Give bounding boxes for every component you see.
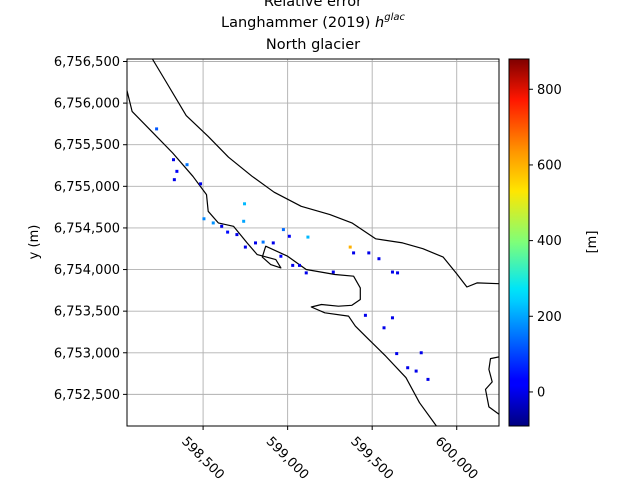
error-pixel — [395, 352, 399, 356]
error-pixel — [426, 377, 430, 381]
error-pixel — [211, 221, 215, 225]
colorbar-tick-label: 600 — [537, 158, 562, 173]
y-axis-label: y (m) — [27, 225, 42, 260]
chart-title-line-3: North glacier — [266, 37, 360, 53]
chart-title-symbol: h — [375, 15, 384, 31]
colorbar-ticks: 0 200 400 600 800 — [529, 83, 562, 400]
error-pixel — [281, 228, 285, 232]
y-tick-label: 6,754,000 — [54, 263, 120, 278]
colorbar-tick-label: 400 — [537, 234, 562, 249]
chart-title-source: Langhammer (2019) — [221, 15, 375, 31]
error-pixel — [242, 219, 246, 223]
colorbar-label: [m] — [585, 231, 600, 254]
error-pixel — [348, 245, 352, 249]
error-pixel — [172, 178, 176, 182]
glacier-outline — [127, 59, 499, 426]
x-tick-label: 599,500 — [347, 434, 396, 480]
error-pixels — [155, 127, 430, 381]
x-tick-label: 599,000 — [263, 434, 312, 480]
error-pixel — [363, 313, 367, 317]
error-pixel — [287, 234, 291, 238]
colorbar-tick-label: 800 — [537, 83, 562, 98]
colorbar-tick-label: 200 — [537, 310, 562, 325]
error-pixel — [367, 251, 371, 255]
y-tick-label: 6,753,500 — [54, 305, 120, 320]
outline-segment — [484, 356, 499, 415]
error-pixel — [414, 369, 418, 373]
error-pixel — [279, 254, 283, 258]
y-axis-ticks: 6,752,500 6,753,000 6,753,500 6,754,000 6,75… — [54, 55, 127, 403]
colorbar — [508, 58, 530, 427]
y-tick-label: 6,753,000 — [54, 346, 120, 361]
error-pixel — [271, 241, 275, 245]
error-pixel — [172, 158, 175, 162]
error-pixel — [235, 233, 239, 237]
error-pixel — [382, 326, 386, 330]
error-pixel — [254, 241, 258, 245]
x-tick-label: 600,000 — [432, 434, 481, 480]
error-pixel — [297, 263, 301, 267]
y-tick-label: 6,755,500 — [54, 138, 120, 153]
error-pixel — [390, 316, 394, 320]
chart-title-line-2: Langhammer (2019) hglac — [221, 12, 405, 31]
error-pixel — [199, 182, 203, 186]
error-pixel — [185, 163, 189, 167]
error-pixel — [155, 127, 159, 131]
outline-segment — [151, 59, 499, 288]
chart-title-line-1: Relative error — [264, 0, 362, 10]
plot-frame — [126, 58, 500, 427]
y-tick-label: 6,752,500 — [54, 388, 120, 403]
chart-title-superscript: glac — [384, 12, 405, 23]
error-pixel — [226, 230, 230, 234]
outline-segment — [127, 90, 437, 426]
error-pixel — [175, 169, 179, 173]
y-tick-label: 6,755,000 — [54, 180, 120, 195]
error-pixel — [306, 235, 310, 239]
y-tick-label: 6,756,500 — [54, 55, 120, 70]
error-pixel — [377, 257, 381, 261]
error-pixel — [202, 217, 206, 221]
error-pixel — [331, 270, 335, 274]
error-pixel — [390, 270, 394, 274]
error-pixel — [291, 263, 295, 267]
error-pixel — [243, 245, 247, 249]
error-pixel — [396, 271, 400, 275]
error-pixel — [243, 202, 247, 206]
y-tick-label: 6,756,000 — [54, 97, 120, 112]
error-pixel — [419, 351, 423, 355]
error-pixel — [304, 271, 308, 275]
y-tick-label: 6,754,500 — [54, 221, 120, 236]
x-tick-label: 598,500 — [178, 434, 227, 480]
error-pixel — [406, 366, 410, 370]
error-pixel — [352, 251, 356, 255]
error-pixel — [220, 224, 224, 228]
error-pixel — [261, 240, 265, 244]
x-axis-ticks: 598,500 599,000 599,500 600,000 — [178, 426, 481, 480]
grid-lines — [127, 59, 499, 426]
colorbar-tick-label: 0 — [537, 385, 545, 400]
